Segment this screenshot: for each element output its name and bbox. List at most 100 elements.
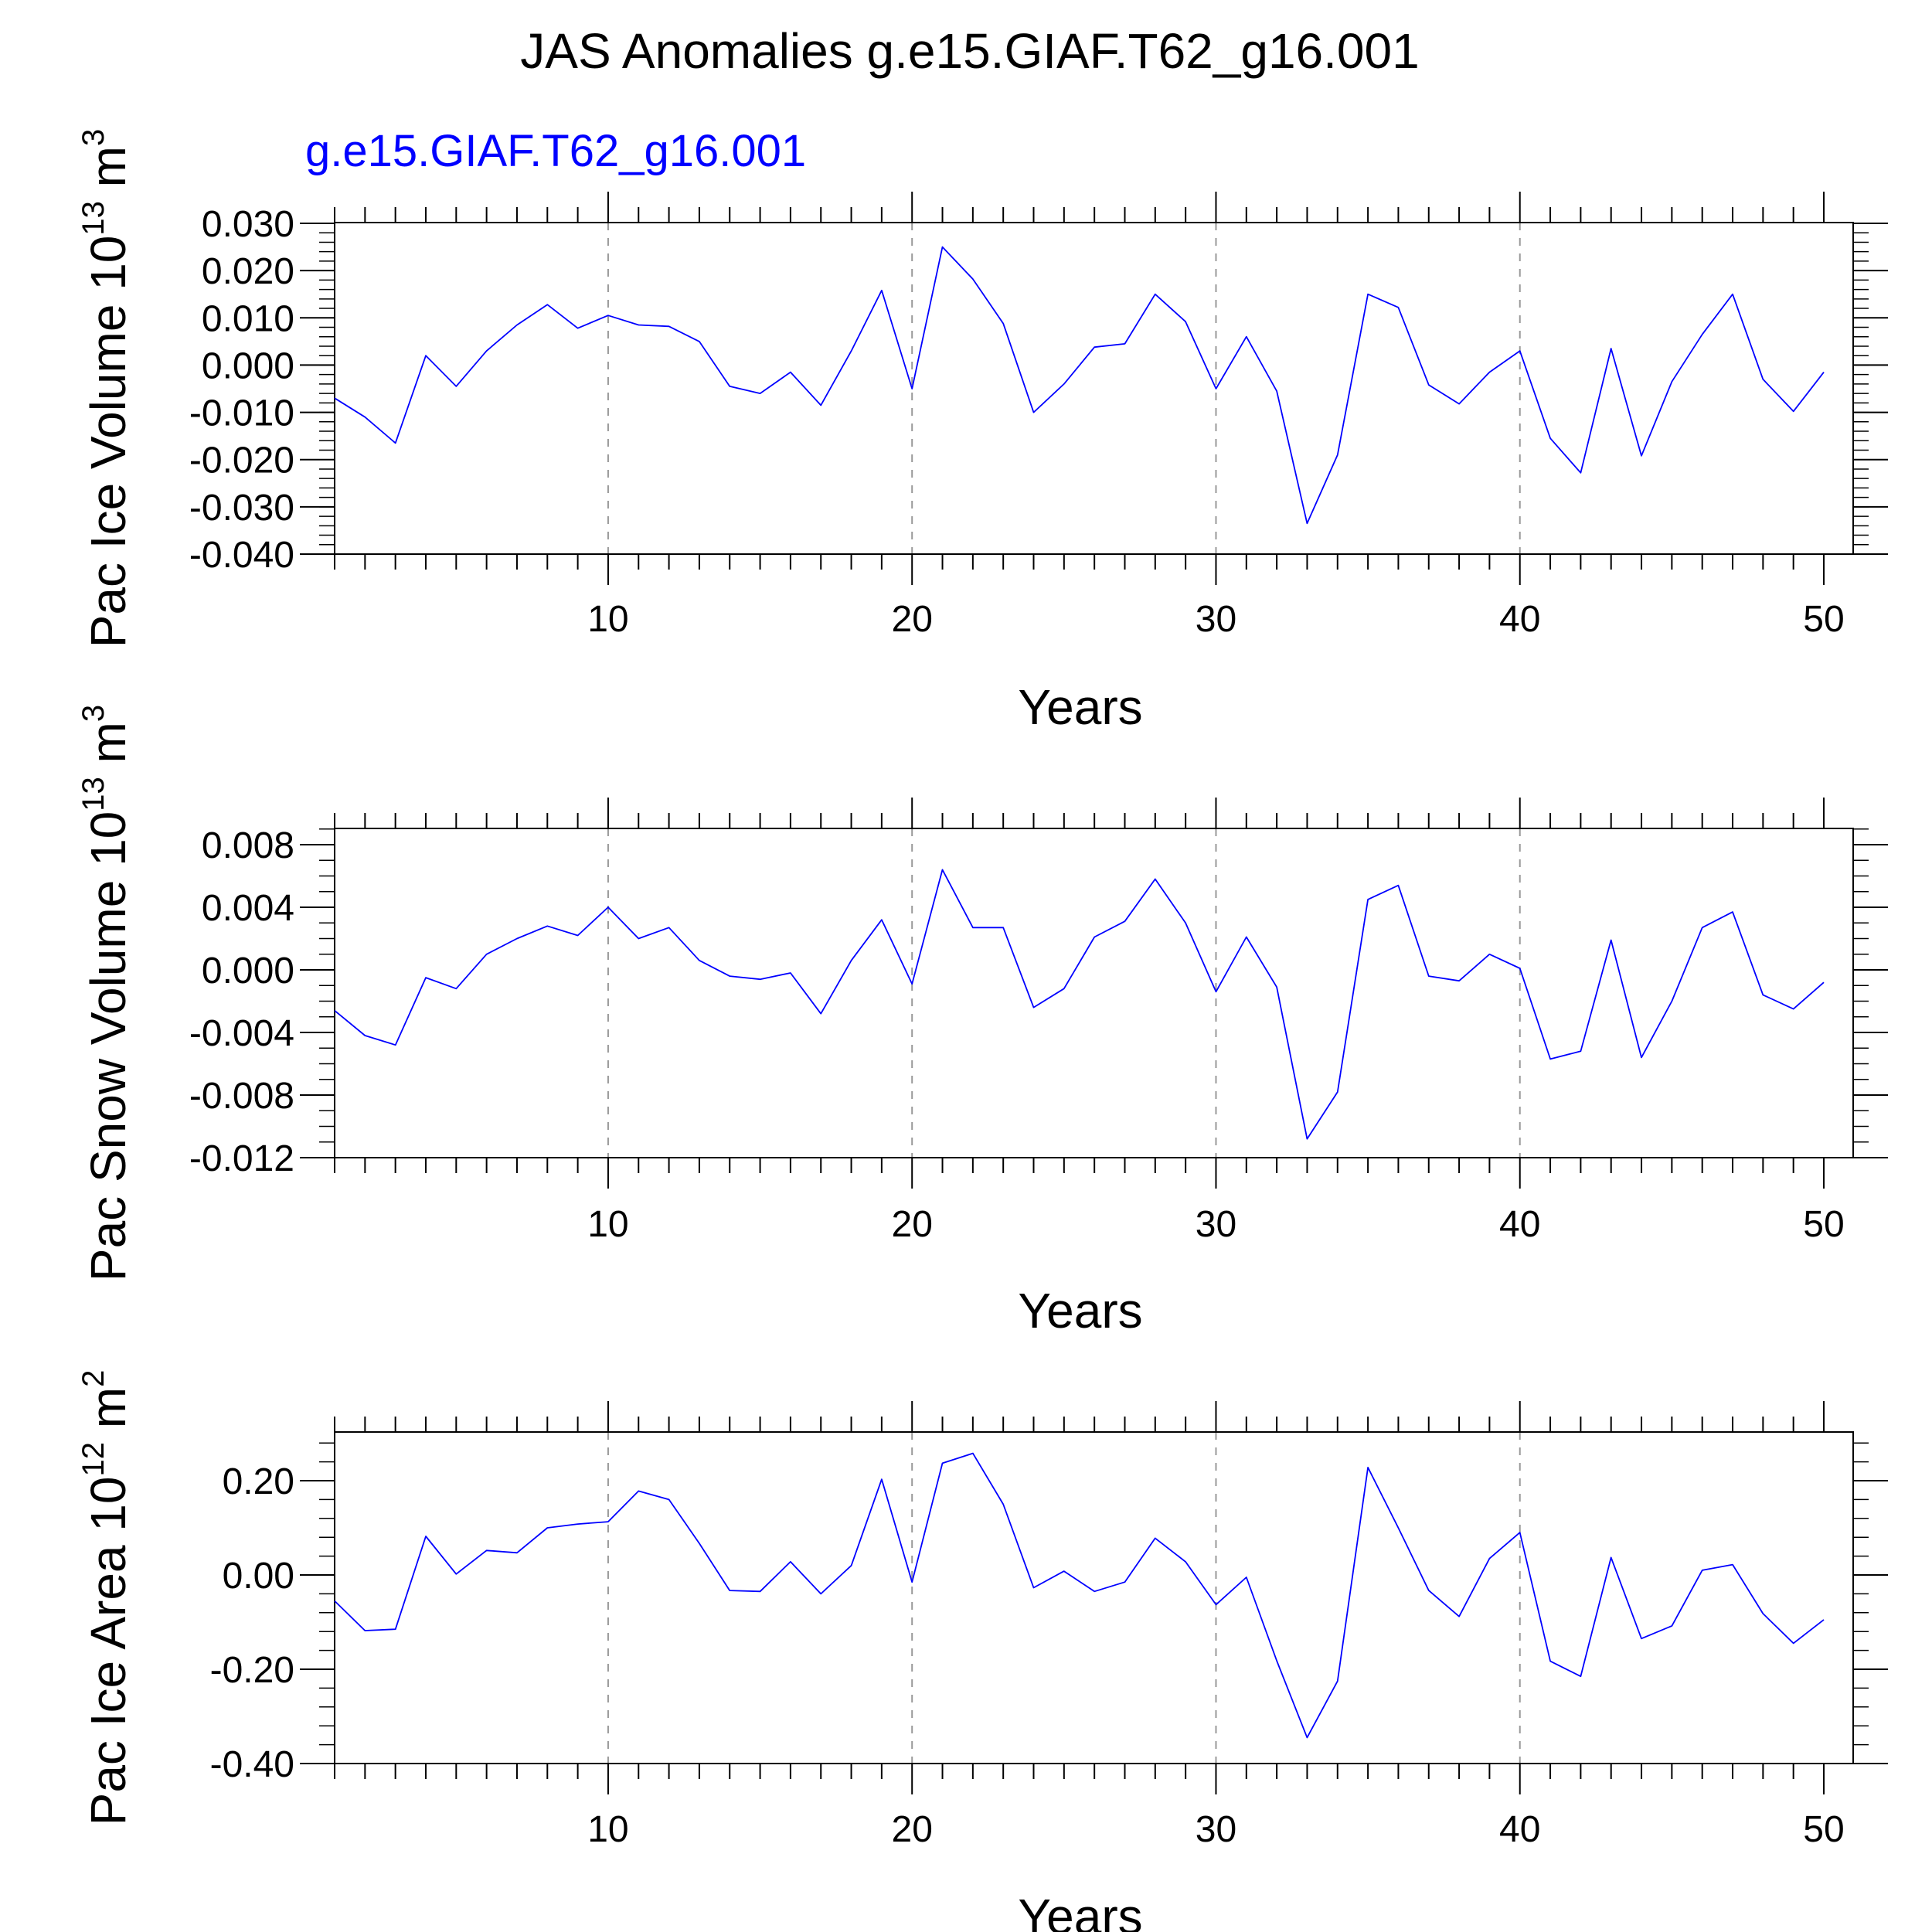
data-point: [668, 1498, 671, 1501]
data-point: [1519, 967, 1522, 970]
data-point: [1701, 1569, 1704, 1572]
y-tick-label: 0.010: [202, 298, 294, 339]
data-point: [910, 387, 913, 390]
x-axis-title: Years: [1018, 679, 1142, 735]
data-point: [1792, 410, 1795, 413]
x-tick-label: 30: [1196, 1809, 1236, 1850]
data-point: [1184, 1560, 1187, 1563]
data-point: [333, 1009, 336, 1012]
data-point: [1336, 1679, 1339, 1682]
data-point: [1063, 383, 1066, 386]
data-point: [1640, 1637, 1643, 1640]
data-point: [1519, 1531, 1522, 1534]
data-point: [515, 1551, 519, 1554]
y-tick-label: 0.000: [202, 345, 294, 386]
data-point: [1336, 1090, 1339, 1094]
data-point: [637, 323, 640, 326]
data-point: [1731, 293, 1734, 296]
y-tick-label: -0.020: [189, 440, 294, 481]
y-axis-title: Pac Ice Area 1012 m2: [77, 1370, 136, 1826]
y-tick-label: 0.20: [223, 1461, 294, 1502]
data-point: [850, 959, 853, 962]
data-point: [1063, 1570, 1066, 1573]
data-point: [637, 1489, 640, 1492]
data-point: [698, 340, 701, 343]
data-point: [1549, 1057, 1552, 1060]
y-tick-label: 0.008: [202, 825, 294, 866]
data-point: [1245, 335, 1248, 338]
data-point: [1549, 437, 1552, 440]
panels: 0.030 0.020 0.010 0.000 -0.010 -0.020 -0.030 -0…: [77, 129, 1888, 1932]
data-point: [789, 1560, 792, 1563]
data-point: [880, 1478, 883, 1481]
data-point: [1123, 1580, 1126, 1583]
data-point: [1640, 1056, 1643, 1059]
data-point: [1214, 387, 1217, 390]
data-point: [1701, 926, 1704, 929]
data-point: [759, 392, 762, 395]
data-point: [394, 1628, 397, 1631]
y-tick-label: 0.020: [202, 251, 294, 292]
data-point: [1610, 939, 1613, 942]
data-point: [1396, 306, 1400, 309]
data-point: [1488, 1557, 1491, 1560]
data-point: [1214, 1603, 1217, 1606]
data-point: [1245, 1576, 1248, 1579]
data-point: [1093, 345, 1096, 349]
data-point: [1519, 349, 1522, 352]
data-point: [1032, 411, 1036, 414]
data-point: [1366, 293, 1369, 296]
y-tick-label: -0.012: [189, 1138, 294, 1179]
data-point: [789, 971, 792, 975]
data-point: [1275, 389, 1278, 393]
x-tick-label: 20: [892, 1204, 933, 1245]
data-point: [1396, 1526, 1400, 1529]
data-point: [698, 959, 701, 962]
data-point: [910, 1580, 913, 1583]
data-point: [941, 1461, 944, 1464]
data-point: [1670, 1000, 1673, 1003]
data-point: [1396, 884, 1400, 887]
data-point: [1427, 1589, 1430, 1592]
data-point: [1093, 935, 1096, 938]
data-point: [485, 953, 488, 956]
case-label: g.e15.GIAF.T62_g16.001: [305, 126, 806, 176]
data-point: [1427, 383, 1430, 386]
data-point: [1488, 953, 1491, 956]
data-point: [577, 1522, 580, 1526]
data-point: [1002, 926, 1005, 929]
data-point: [971, 277, 975, 281]
data-point: [1701, 333, 1704, 336]
data-point: [1822, 1618, 1825, 1621]
x-tick-label: 40: [1499, 1809, 1540, 1850]
data-point: [1366, 898, 1369, 901]
data-point: [1245, 935, 1248, 938]
data-point: [454, 385, 457, 388]
data-point: [607, 1520, 610, 1523]
data-point: [819, 1592, 822, 1595]
chart-panel-1: 0.030 0.020 0.010 0.000 -0.010 -0.020 -0.030 -0…: [77, 129, 1888, 735]
data-point: [1336, 454, 1339, 457]
data-point: [424, 1535, 427, 1538]
data-point: [1002, 1503, 1005, 1506]
data-point: [577, 934, 580, 937]
data-point: [850, 1564, 853, 1567]
data-point: [1761, 993, 1764, 996]
data-point: [668, 325, 671, 328]
data-point: [1123, 342, 1126, 345]
data-point: [363, 1034, 366, 1037]
x-tick-label: 30: [1196, 599, 1236, 640]
y-tick-label: -0.008: [189, 1076, 294, 1117]
data-point: [728, 385, 731, 388]
data-point: [880, 289, 883, 292]
y-tick-label: -0.20: [210, 1650, 294, 1691]
data-point: [1610, 1556, 1613, 1559]
data-point: [485, 1549, 488, 1552]
data-point: [1214, 990, 1217, 993]
data-point: [607, 906, 610, 909]
data-point: [1305, 522, 1308, 525]
data-point: [424, 354, 427, 357]
data-point: [1822, 371, 1825, 374]
data-point: [1458, 403, 1461, 406]
